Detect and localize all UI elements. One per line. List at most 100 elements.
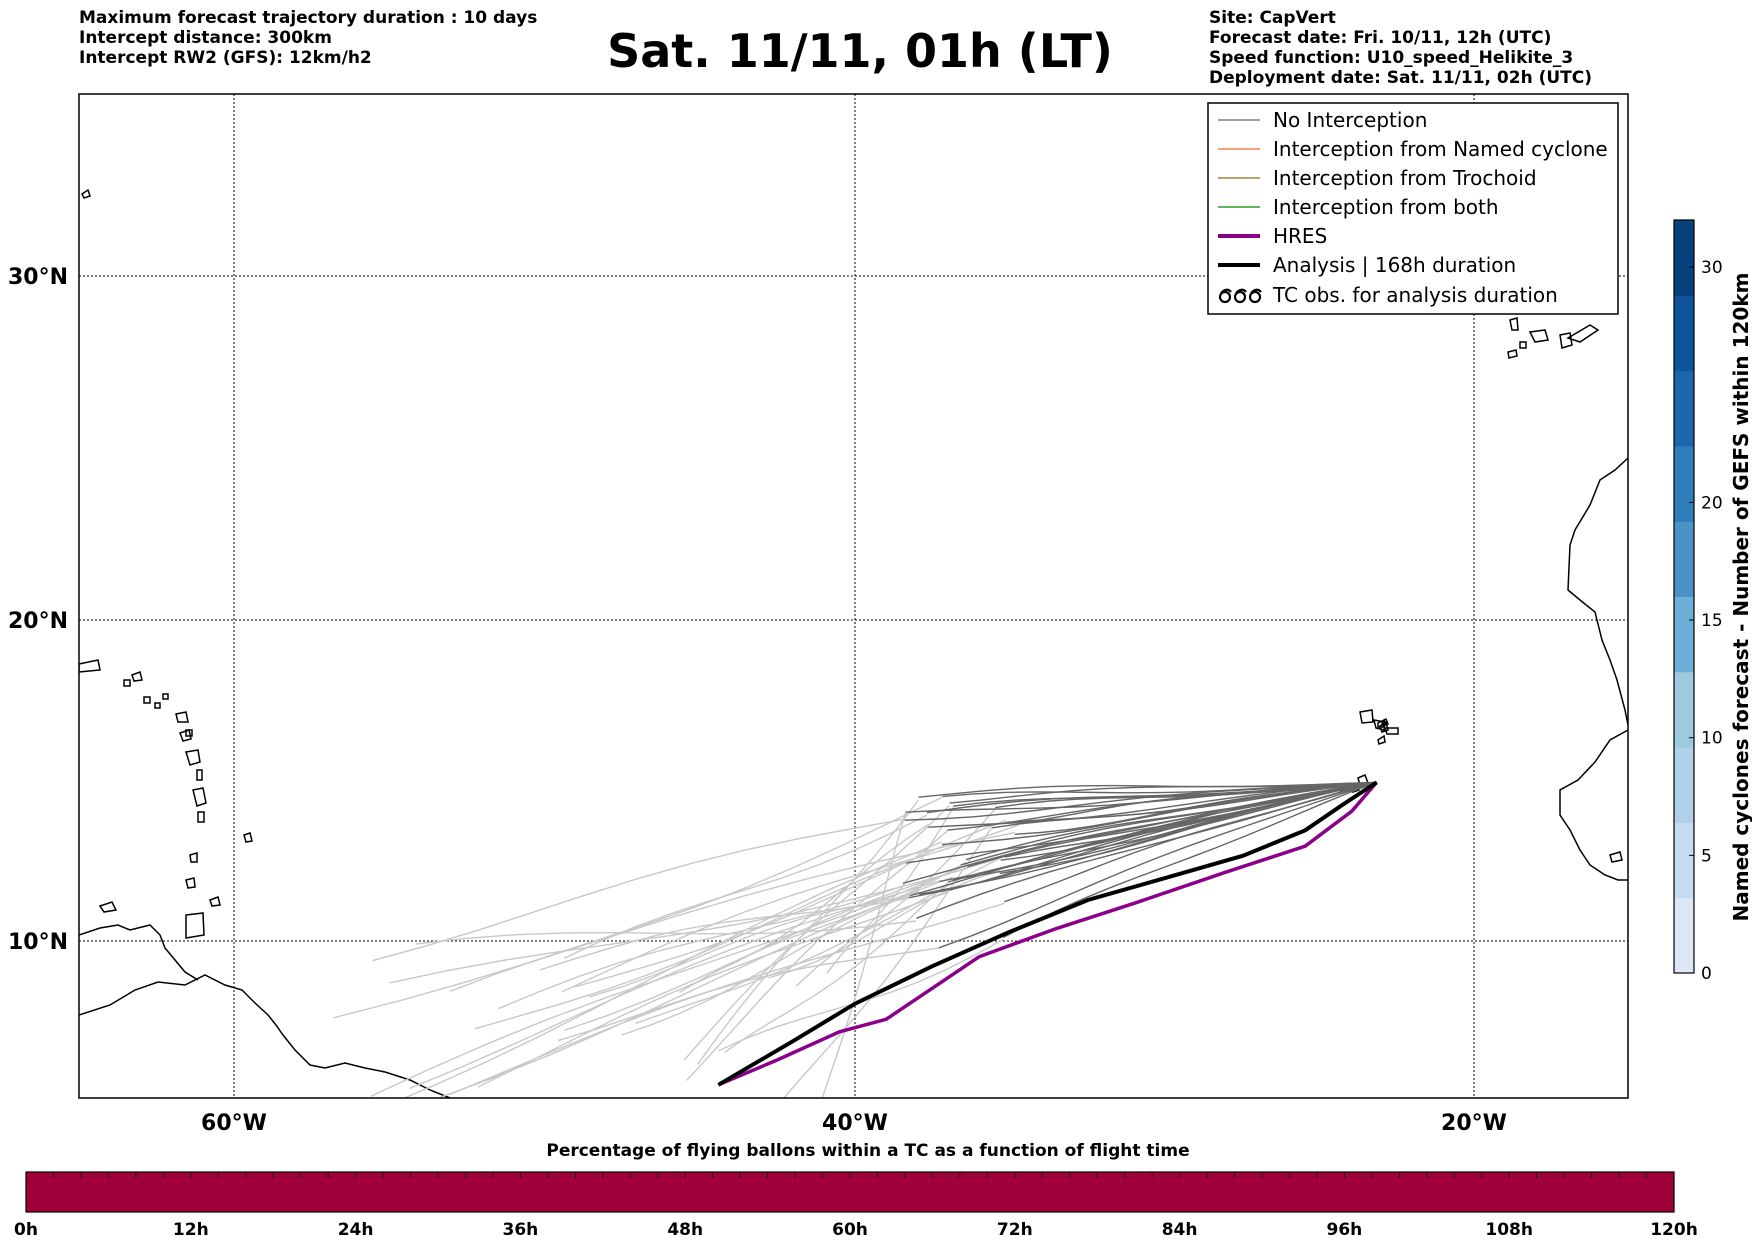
colorbar-segment bbox=[1674, 445, 1694, 522]
no-interception-trajectory bbox=[916, 781, 1377, 919]
legend-label: Interception from Trochoid bbox=[1273, 166, 1537, 190]
no-interception-trajectory bbox=[906, 781, 1377, 864]
header-info-right: Site: CapVert Forecast date: Fri. 10/11,… bbox=[1209, 8, 1592, 88]
no-interception-trajectory bbox=[991, 781, 1377, 829]
coast-africa bbox=[1567, 457, 1628, 726]
legend-label: Analysis | 168h duration bbox=[1273, 253, 1516, 277]
colorbar-segment bbox=[1674, 370, 1694, 447]
island-canary-gran bbox=[1559, 332, 1573, 349]
island-small-antilles-b bbox=[143, 696, 151, 704]
site-text: Site: CapVert bbox=[1209, 8, 1336, 28]
legend-item-named-cyclone: Interception from Named cyclone bbox=[1218, 137, 1608, 161]
island-puerto-rico-east bbox=[79, 659, 101, 673]
island-virgin-islands bbox=[131, 671, 143, 682]
island-grenada bbox=[185, 877, 196, 889]
no-interception-trajectory bbox=[910, 781, 1377, 897]
island-anguilla bbox=[154, 702, 161, 709]
lat-label-30n: 30°N bbox=[8, 265, 68, 290]
lat-label-20n: 20°N bbox=[8, 609, 68, 634]
forecast-date-text: Forecast date: Fri. 10/11, 12h (UTC) bbox=[1209, 28, 1552, 48]
bar-tick-label: 120h bbox=[1650, 1220, 1698, 1240]
island-canary-lapalma bbox=[1509, 317, 1519, 331]
island-trinidad bbox=[185, 912, 205, 939]
colorbar-segment bbox=[1674, 596, 1694, 673]
no-interception-trajectory-late bbox=[683, 804, 950, 1061]
legend-label: HRES bbox=[1273, 224, 1327, 248]
island-barbados bbox=[243, 832, 253, 843]
no-interception-trajectory bbox=[938, 781, 1377, 949]
island-small-antilles-a bbox=[123, 679, 131, 687]
legend-label: Interception from Named cyclone bbox=[1273, 137, 1608, 161]
island-dominica bbox=[196, 769, 203, 781]
colorbar-segment bbox=[1674, 897, 1694, 974]
no-interception-trajectory-late bbox=[821, 810, 907, 1098]
lon-label-60w: 60°W bbox=[201, 1111, 267, 1136]
legend-item-both: Interception from both bbox=[1218, 195, 1499, 219]
legend-item-analysis: Analysis | 168h duration bbox=[1218, 253, 1516, 277]
page-title: Sat. 11/11, 01h (LT) bbox=[607, 24, 1113, 78]
legend-item-trochoid: Interception from Trochoid bbox=[1218, 166, 1537, 190]
island-st-vincent bbox=[189, 852, 198, 863]
colorbar-tick-label: 5 bbox=[1701, 846, 1712, 866]
no-interception-trajectory bbox=[1002, 781, 1377, 939]
bar-tick-label: 108h bbox=[1485, 1220, 1533, 1240]
no-interception-trajectory-late bbox=[370, 866, 962, 1097]
intercept-rw2-text: Intercept RW2 (GFS): 12km/h2 bbox=[79, 48, 372, 68]
deployment-date-text: Deployment date: Sat. 11/11, 02h (UTC) bbox=[1209, 68, 1593, 88]
bar-tick-label: 48h bbox=[667, 1220, 703, 1240]
map-border bbox=[78, 93, 1629, 1099]
legend-label: TC obs. for analysis duration bbox=[1272, 283, 1558, 307]
lon-label-20w: 20°W bbox=[1441, 1111, 1507, 1136]
no-interception-trajectory bbox=[904, 781, 1377, 821]
no-interception-trajectory-late bbox=[449, 902, 1005, 1096]
colorbar-segment bbox=[1674, 822, 1694, 899]
bar-tick-label: 96h bbox=[1327, 1220, 1363, 1240]
light-trajectory-group bbox=[333, 796, 1019, 1098]
max-duration-text: Maximum forecast trajectory duration : 1… bbox=[79, 8, 538, 28]
island-barbuda bbox=[175, 711, 189, 723]
colorbar-tick-label: 0 bbox=[1701, 964, 1712, 984]
island-cv-sal bbox=[1377, 718, 1385, 728]
colorbar-segment bbox=[1674, 521, 1694, 597]
island-guinea-bissau bbox=[1609, 851, 1623, 863]
island-st-lucia bbox=[197, 811, 205, 823]
graticule bbox=[79, 94, 1628, 1098]
legend-item-tc-obs: TC obs. for analysis duration bbox=[1218, 283, 1558, 307]
no-interception-trajectory bbox=[1004, 781, 1377, 858]
colorbar-segment bbox=[1674, 220, 1694, 296]
no-interception-trajectory bbox=[942, 781, 1377, 798]
legend-item-no-interception: No Interception bbox=[1218, 108, 1427, 132]
colorbar-named-cyclones: 0 5 10 15 20 30 Named cyclones forecast - Num… bbox=[1673, 219, 1752, 984]
island-cv-boa-vista bbox=[1377, 734, 1386, 745]
island-martinique bbox=[192, 787, 207, 807]
colorbar-segments bbox=[1674, 220, 1694, 974]
no-interception-trajectory-late bbox=[333, 831, 1015, 1019]
no-interception-trajectory-late bbox=[795, 808, 996, 987]
no-interception-trajectory-late bbox=[697, 799, 920, 1065]
island-canary-hierro bbox=[1507, 349, 1518, 359]
no-interception-trajectory-late bbox=[449, 796, 944, 993]
coastlines bbox=[79, 188, 1628, 1098]
lon-label-40w: 40°W bbox=[822, 1111, 888, 1136]
island-canary-fuerte bbox=[1566, 324, 1600, 343]
colorbar-segment bbox=[1674, 747, 1694, 823]
flight-time-bar: Percentage of flying ballons within a TC… bbox=[14, 1141, 1698, 1240]
legend-box bbox=[1207, 102, 1619, 315]
island-bermuda-edge bbox=[81, 188, 91, 199]
island-tobago bbox=[209, 896, 221, 907]
no-interception-trajectory-late bbox=[498, 885, 904, 1010]
no-interception-trajectory-late bbox=[716, 824, 929, 972]
bar-tick-label: 84h bbox=[1162, 1220, 1198, 1240]
island-margarita bbox=[98, 901, 118, 913]
bar-tick-label: 12h bbox=[173, 1220, 209, 1240]
dark-trajectory-group bbox=[902, 781, 1377, 949]
no-interception-trajectory-late bbox=[372, 818, 905, 962]
bar-tick-label: 24h bbox=[338, 1220, 374, 1240]
colorbar-label: Named cyclones forecast - Number of GEFS… bbox=[1729, 273, 1752, 922]
bar-tick-label: 0h bbox=[14, 1220, 38, 1240]
flight-time-bar-title: Percentage of flying ballons within a TC… bbox=[546, 1141, 1189, 1161]
legend: No Interception Interception from Named … bbox=[1207, 102, 1619, 315]
island-st-kitts bbox=[162, 693, 169, 700]
island-montserrat bbox=[185, 729, 193, 737]
colorbar-ticks: 0 5 10 15 20 30 bbox=[1689, 258, 1723, 984]
